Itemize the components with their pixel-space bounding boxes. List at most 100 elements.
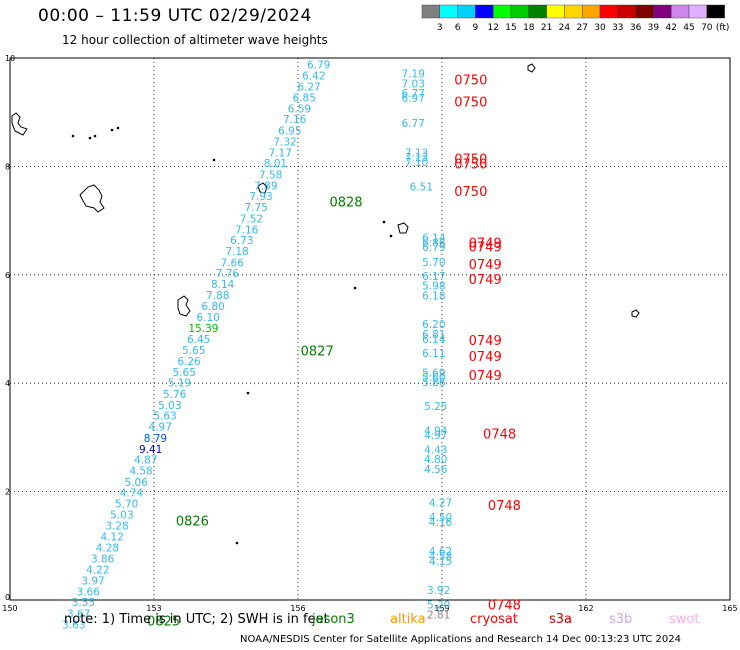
- swh-value-label: 6.85: [293, 93, 316, 105]
- x-tick-label: 156: [290, 604, 305, 613]
- swh-value-label: 7.76: [216, 268, 240, 280]
- colorbar-swatch: [599, 4, 618, 19]
- swh-value-label: 5.98: [422, 281, 445, 293]
- swh-value-label: 4.43: [424, 444, 447, 456]
- island-dot: [382, 220, 386, 224]
- x-tick-label: 159: [434, 604, 449, 613]
- pass-time-label: 0749: [469, 369, 502, 384]
- swh-value-label: 9.41: [139, 444, 162, 456]
- colorbar-label: 33: [612, 23, 623, 33]
- page-subtitle: 12 hour collection of altimeter wave hei…: [62, 33, 328, 47]
- swh-value-label: 6.26: [177, 356, 201, 368]
- x-tick-label: 150: [2, 604, 17, 613]
- colorbar-swatch: [635, 4, 654, 19]
- y-tick-label: 10: [5, 54, 15, 63]
- colorbar-swatch: [582, 4, 601, 19]
- swh-value-label: 3.97: [81, 575, 104, 587]
- mission-legend-item: cryosat: [470, 612, 518, 627]
- mission-legend-item: s3b: [609, 612, 633, 627]
- swh-value-label: 4.97: [424, 430, 447, 442]
- swh-value-label: 4.12: [101, 532, 124, 544]
- island-outline: [11, 112, 28, 136]
- swh-value-label: 4.27: [429, 497, 452, 509]
- chart-marks: 6.796.426.276.856.597.166.957.327.178.01…: [62, 60, 521, 632]
- swh-value-label: 4.97: [149, 422, 172, 434]
- colorbar-label: 3: [437, 23, 443, 33]
- swh-value-label: 6.73: [230, 235, 253, 247]
- colorbar-label: 6: [455, 23, 461, 33]
- swh-value-label: 7.52: [240, 213, 263, 225]
- colorbar-swatch: [457, 4, 476, 19]
- swh-value-label: 6.77: [402, 118, 425, 130]
- swh-value-label: 4.58: [429, 551, 452, 563]
- swh-value-label: 5.63: [153, 411, 176, 423]
- mission-legend-item: altika: [390, 612, 426, 627]
- swh-value-label: 4.80: [424, 454, 447, 466]
- swh-value-label: 5.70: [422, 257, 445, 269]
- swh-value-label: 7.58: [259, 170, 282, 182]
- swh-value-label: 5.70: [115, 499, 138, 511]
- swh-value-label: 5.69: [422, 367, 445, 379]
- colorbar-swatch: [706, 4, 725, 19]
- swh-value-label: 6.14: [422, 334, 446, 346]
- mission-legend-item: jason3: [312, 612, 355, 627]
- colorbar-legend: 3 6 9 12 15 18 21 24 27 30 33 36 39 42 45 70 (ft): [421, 4, 729, 33]
- colorbar-label: 30: [594, 23, 606, 33]
- pass-time-label: 0827: [301, 345, 334, 360]
- colorbar-label: 15: [505, 23, 516, 33]
- swh-value-label: 4.50: [429, 512, 452, 524]
- mission-legend-item: swot: [669, 612, 700, 627]
- colorbar-swatch: [688, 4, 707, 19]
- pass-time-label: 0750: [454, 95, 487, 110]
- swh-value-label: 4.28: [96, 542, 119, 554]
- pass-time-label: 0750: [454, 185, 487, 200]
- swh-value-label: 5.25: [424, 401, 447, 413]
- swh-value-label: 4.58: [129, 465, 152, 477]
- island-outline: [79, 184, 105, 213]
- swh-value-label: 3.55: [72, 597, 95, 609]
- colorbar-label: 39: [648, 23, 660, 33]
- swh-value-label: 8.01: [264, 158, 287, 170]
- pass-time-label: 0749: [469, 241, 502, 256]
- island-outline: [397, 222, 409, 234]
- swh-value-label: 6.79: [422, 242, 445, 254]
- swh-value-label: 7.66: [221, 257, 245, 269]
- island-dot: [110, 128, 114, 132]
- swh-value-label: 4.22: [86, 565, 109, 577]
- island-dot: [353, 286, 357, 290]
- x-tick-label: 162: [578, 604, 593, 613]
- island-outline: [177, 295, 191, 317]
- swh-value-label: 6.79: [307, 60, 330, 72]
- swh-value-label: 4.87: [134, 455, 157, 467]
- swh-value-label: 7.13: [405, 147, 428, 159]
- swh-value-label: 7.13: [405, 152, 428, 164]
- pass-time-label: 0748: [488, 598, 521, 613]
- pass-time-label: 0749: [469, 273, 502, 288]
- swh-value-label: 3.86: [91, 553, 115, 565]
- y-tick-label: 0: [5, 593, 10, 602]
- swh-value-label: 7.03: [402, 78, 425, 90]
- swh-value-label: 5.20: [427, 599, 450, 611]
- swh-value-label: 7.18: [225, 246, 248, 258]
- swh-value-label: 5.06: [125, 477, 149, 489]
- island-dot: [212, 158, 216, 162]
- swh-value-label: 4.94: [424, 425, 448, 437]
- swh-value-label: 2.81: [427, 610, 450, 622]
- swh-value-label: 5.60: [422, 372, 445, 384]
- swh-value-label: 4.56: [424, 464, 448, 476]
- pass-time-label: 0749: [469, 350, 502, 365]
- swh-value-label: 5.86: [422, 377, 446, 389]
- swh-value-label: 4.15: [429, 556, 452, 568]
- colorbar-label: 42: [665, 23, 676, 33]
- swh-value-label: 6.45: [187, 334, 210, 346]
- pass-time-label: 0750: [454, 152, 487, 167]
- swh-value-label: 6.51: [410, 181, 433, 193]
- island-dot: [71, 134, 75, 138]
- swh-value-label: 6.81: [422, 329, 445, 341]
- swh-value-label: 6.10: [197, 312, 220, 324]
- chart-axes: 150 153 156 159 162 165 0 2 4 6 8 10: [2, 54, 737, 613]
- swh-value-label: 15.39: [188, 323, 218, 335]
- colorbar-label: 36: [630, 23, 642, 33]
- island-outline: [527, 63, 536, 73]
- swh-value-label: 4.74: [120, 488, 144, 500]
